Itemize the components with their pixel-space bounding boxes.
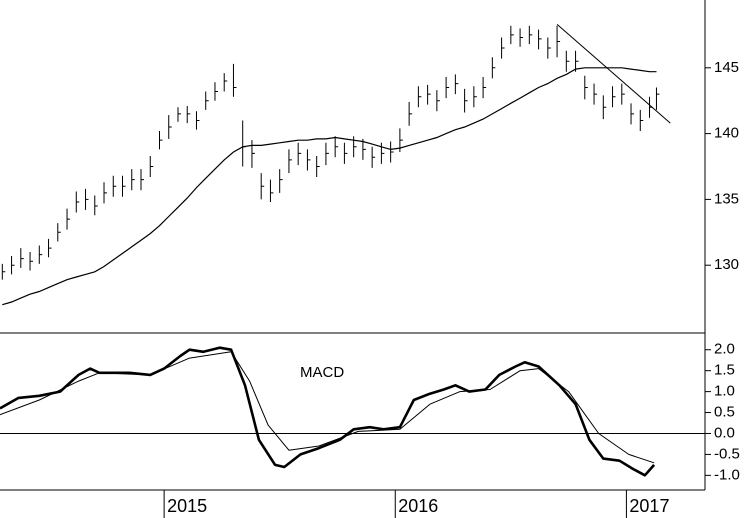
y-tick-label: 130 (714, 256, 739, 273)
price-bar (85, 188, 89, 210)
price-bar (510, 25, 514, 45)
price-bar (112, 175, 117, 197)
price-bar (57, 223, 61, 242)
price-bar (75, 191, 80, 213)
price-bar (528, 25, 533, 45)
price-bar (140, 169, 144, 191)
price-bar (232, 63, 237, 97)
price-bar (334, 136, 339, 158)
price-bar (501, 37, 505, 59)
price-bar (464, 88, 468, 113)
macd-line (0, 351, 655, 464)
price-bar (149, 155, 154, 178)
trend-line (556, 24, 671, 124)
y-tick-label: 1.0 (714, 383, 735, 400)
price-bar (547, 37, 551, 59)
macd-label: MACD (300, 364, 344, 381)
y-tick-label: 0.5 (714, 404, 735, 421)
price-bar (297, 142, 302, 166)
price-bar (602, 95, 607, 120)
price-bar (454, 74, 459, 95)
x-tick-label: 2015 (167, 496, 207, 516)
y-tick-label: 140 (714, 125, 739, 142)
price-bar (584, 75, 588, 100)
y-tick-label: -0.5 (714, 445, 740, 462)
price-bar (177, 107, 181, 122)
y-tick-label: 135 (714, 190, 739, 207)
price-bar (94, 195, 98, 216)
y-tick-label: 2.0 (714, 341, 735, 358)
price-bar (260, 173, 265, 200)
price-bar (48, 238, 52, 258)
price-bar (158, 130, 163, 150)
price-bar (122, 175, 126, 197)
price-bar (482, 77, 487, 99)
price-bar (417, 86, 422, 108)
price-bar (519, 28, 524, 47)
price-bar (205, 91, 209, 110)
price-bar (491, 57, 496, 79)
price-bar (445, 77, 450, 99)
price-bar (103, 182, 108, 204)
price-bar (214, 82, 218, 101)
price-bar (306, 149, 311, 171)
price-bar (427, 84, 431, 105)
price-bar (316, 155, 320, 178)
price-bar (556, 25, 561, 58)
price-bar (20, 248, 24, 268)
price-bar (565, 50, 570, 72)
price-bar (473, 86, 477, 108)
price-bar (325, 142, 329, 166)
price-bar (390, 141, 394, 163)
price-bar (1, 263, 6, 280)
price-bar (269, 179, 274, 203)
price-bar (538, 29, 542, 50)
price-bar (288, 149, 292, 174)
price-bar (279, 169, 283, 193)
price-bar (242, 120, 246, 167)
price-bar (575, 50, 579, 72)
y-tick-label: 1.5 (714, 362, 735, 379)
moving-average (2, 67, 657, 306)
price-bar (11, 255, 15, 275)
price-bar (195, 111, 200, 130)
price-bar (66, 208, 71, 230)
price-bar (655, 87, 660, 110)
price-bar (223, 73, 228, 92)
price-bar (251, 140, 255, 168)
price-bar (630, 103, 635, 125)
y-tick-label: -1.0 (714, 466, 740, 483)
price-bar (353, 136, 357, 158)
price-bar (621, 83, 625, 105)
price-bar (29, 252, 34, 271)
price-bar (639, 109, 644, 131)
price-bar (186, 105, 191, 124)
price-bar (362, 138, 366, 160)
price-bar (593, 83, 598, 105)
price-bar (408, 102, 413, 126)
price-bar (371, 146, 376, 168)
price-bar (436, 90, 440, 112)
y-tick-label: 0.0 (714, 424, 735, 441)
price-bar (380, 142, 385, 164)
x-tick-label: 2017 (629, 496, 669, 516)
price-bar (131, 169, 135, 191)
price-bar (612, 86, 616, 108)
price-bar (38, 245, 43, 264)
y-tick-label: 145 (714, 59, 739, 76)
price-bar (343, 142, 348, 164)
x-tick-label: 2016 (398, 496, 438, 516)
price-bar (168, 115, 172, 139)
